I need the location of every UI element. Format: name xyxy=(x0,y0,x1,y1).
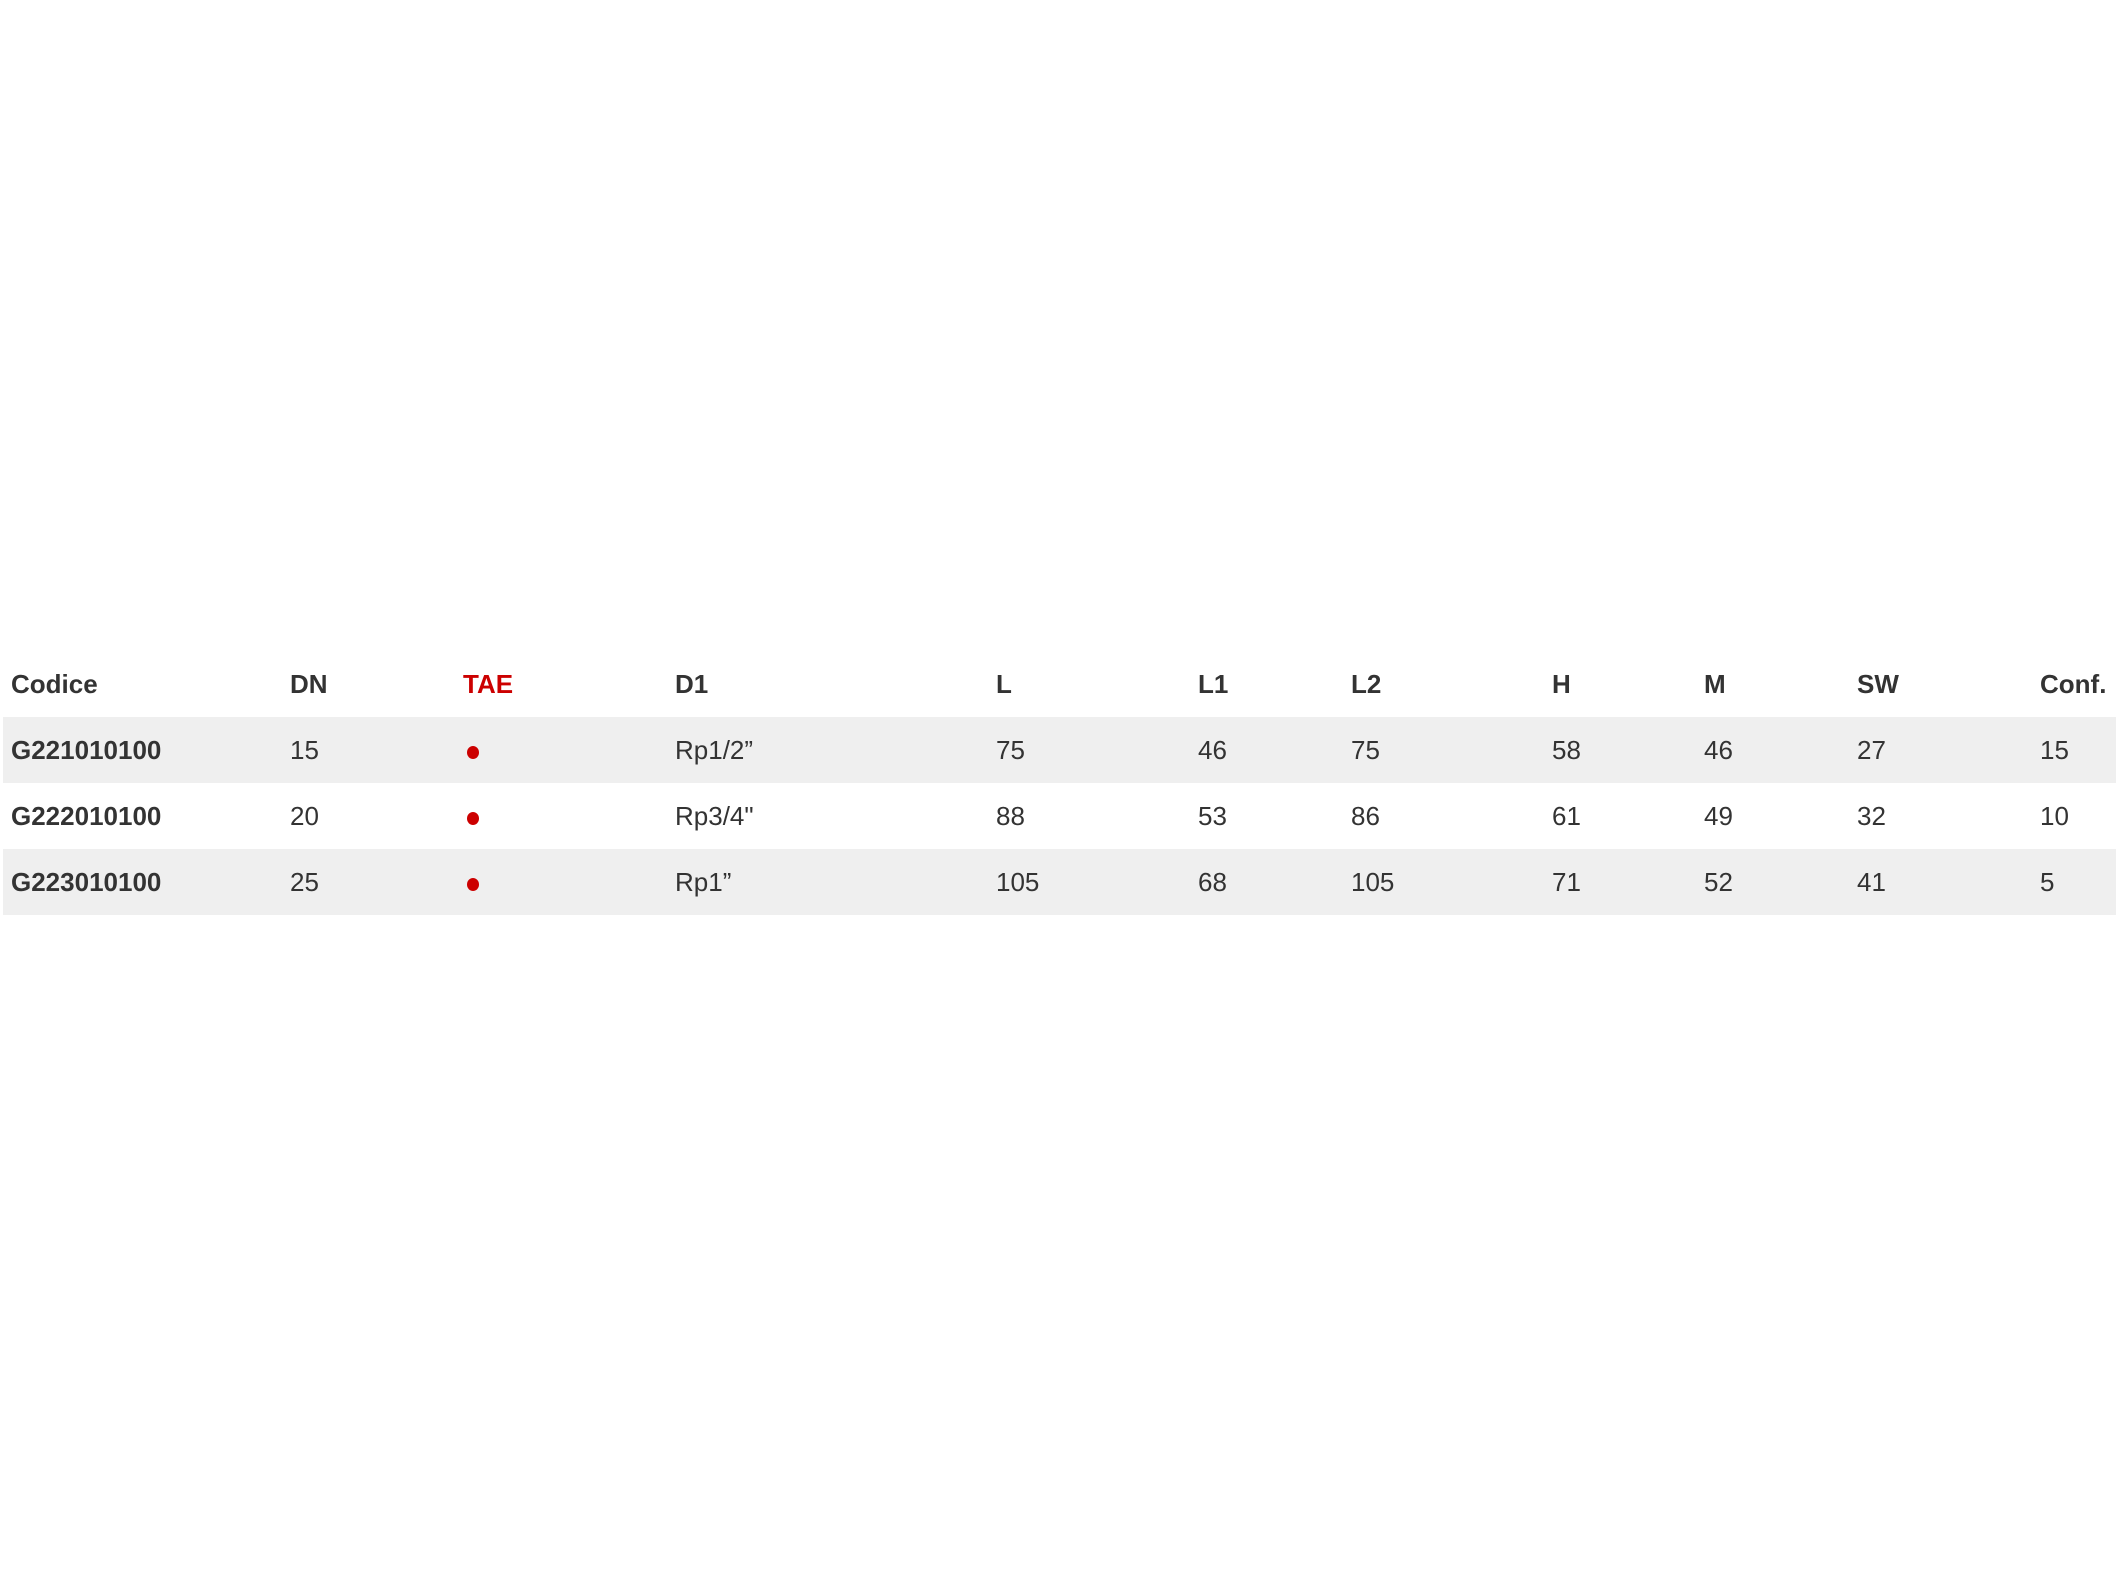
column-header-codice: Codice xyxy=(11,669,98,699)
cell-d1: Rp3/4" xyxy=(675,801,754,831)
cell-d1: Rp1” xyxy=(675,867,732,897)
cell-dn: 25 xyxy=(290,867,319,897)
tae-cell xyxy=(463,783,479,849)
cell-codice: G222010100 xyxy=(11,801,162,831)
column-header-tae: TAE xyxy=(463,669,514,699)
column-header-sw: SW xyxy=(1857,669,1899,699)
tae-cell xyxy=(463,849,479,915)
cell-m: 46 xyxy=(1704,735,1733,765)
cell-l: 105 xyxy=(996,867,1040,897)
cell-conf: 10 xyxy=(2040,801,2069,831)
column-header-h: H xyxy=(1552,669,1571,699)
cell-dn: 15 xyxy=(290,735,319,765)
cell-d1: Rp1/2” xyxy=(675,735,754,765)
cell-dn: 20 xyxy=(290,801,319,831)
column-header-conf: Conf. xyxy=(2040,669,2107,699)
table-header: Codice DN TAE D1 L L1 L2 H M SW Conf. xyxy=(3,651,2116,717)
cell-l1: 46 xyxy=(1198,735,1227,765)
cell-codice: G221010100 xyxy=(11,735,162,765)
cell-m: 49 xyxy=(1704,801,1733,831)
cell-codice: G223010100 xyxy=(11,867,162,897)
cell-l: 75 xyxy=(996,735,1025,765)
cell-l2: 75 xyxy=(1351,735,1380,765)
cell-m: 52 xyxy=(1704,867,1733,897)
cell-sw: 41 xyxy=(1857,867,1886,897)
cell-l2: 86 xyxy=(1351,801,1380,831)
column-header-m: M xyxy=(1704,669,1726,699)
table-row: G221010100 15 Rp1/2” 75 46 75 58 46 27 15 xyxy=(3,717,2116,783)
column-header-l1: L1 xyxy=(1198,669,1229,699)
product-table: Codice DN TAE D1 L L1 L2 H M SW Conf. G221010100 15 R… xyxy=(3,651,2116,915)
column-header-l2: L2 xyxy=(1351,669,1382,699)
cell-conf: 15 xyxy=(2040,735,2069,765)
red-dot-icon xyxy=(467,877,479,891)
cell-h: 58 xyxy=(1552,735,1581,765)
cell-sw: 32 xyxy=(1857,801,1886,831)
cell-conf: 5 xyxy=(2040,867,2055,897)
cell-l: 88 xyxy=(996,801,1025,831)
red-dot-icon xyxy=(467,811,479,825)
tae-cell xyxy=(463,717,479,783)
cell-l1: 53 xyxy=(1198,801,1227,831)
table-row: G223010100 25 Rp1” 105 68 105 71 52 41 5 xyxy=(3,849,2116,915)
column-header-dn: DN xyxy=(290,669,328,699)
column-header-l: L xyxy=(996,669,1012,699)
table-row: G222010100 20 Rp3/4" 88 53 86 61 49 32 10 xyxy=(3,783,2116,849)
column-header-d1: D1 xyxy=(675,669,709,699)
cell-l2: 105 xyxy=(1351,867,1395,897)
cell-l1: 68 xyxy=(1198,867,1227,897)
red-dot-icon xyxy=(467,745,479,759)
cell-h: 61 xyxy=(1552,801,1581,831)
cell-h: 71 xyxy=(1552,867,1581,897)
cell-sw: 27 xyxy=(1857,735,1886,765)
